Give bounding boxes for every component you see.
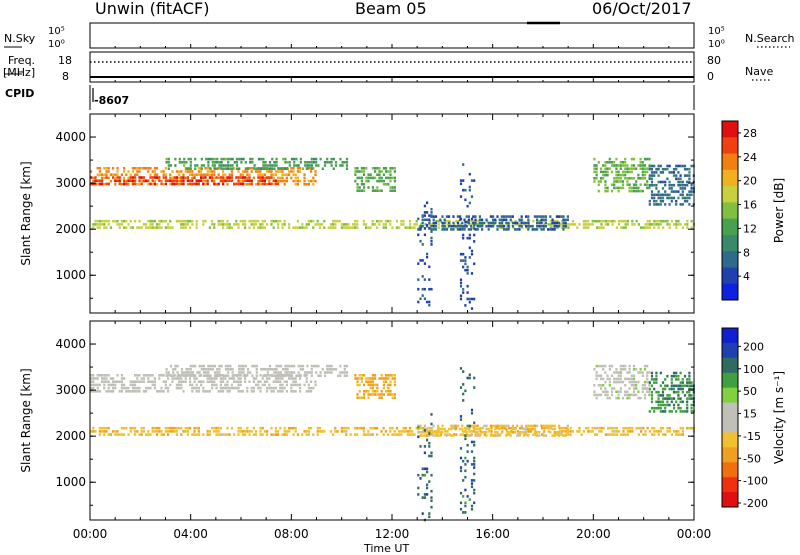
y-tick-label: 1000	[55, 475, 86, 489]
data-band-4	[354, 167, 396, 192]
colorbar-tick-label: 28	[743, 127, 757, 140]
data-band-1	[90, 176, 280, 186]
colorbar-1: 200 100 50 15 -15 -50 -100 -200 Velocity [m s⁻¹]	[721, 327, 786, 510]
colorbar-tick-label: 20	[743, 175, 757, 188]
y-axis-label: Slant Range [km]	[19, 368, 33, 472]
nsearch-tick-low: 10⁰	[708, 39, 725, 50]
colorbar-tick-label: -200	[743, 497, 768, 510]
colorbar-tick-label: -100	[743, 475, 768, 488]
velocity-panel: 4000 3000 2000 1000 Slant Range [km] 200 100 50…	[19, 320, 786, 522]
colorbar-tick-label: 8	[743, 246, 750, 259]
colorbar-tick-label: 15	[743, 408, 757, 421]
y-tick-label: 4000	[55, 337, 86, 351]
nave-tick-low: 0	[707, 70, 714, 83]
freq-tick-low: 8	[62, 70, 69, 83]
data-band-9	[459, 163, 476, 310]
data-band-3	[354, 374, 396, 399]
data-band-6	[593, 157, 651, 193]
freq-tick-high: 18	[58, 54, 72, 67]
nsearch-label: N.Search	[745, 32, 795, 45]
colorbar-label: Power [dB]	[772, 178, 786, 243]
data-band-0	[90, 374, 317, 393]
data-band-5	[593, 364, 651, 400]
data-band-1	[165, 364, 349, 377]
nsearch-tick-high: 10⁵	[708, 26, 725, 37]
freq-unit: [MHz]	[3, 66, 36, 79]
data-band-4	[417, 424, 569, 437]
colorbar-tick-label: 50	[743, 385, 757, 398]
x-tick-label: 08:00	[274, 527, 309, 541]
colorbar-label: Velocity [m s⁻¹]	[772, 371, 786, 464]
data-band-3	[92, 219, 695, 229]
nave-label: Nave	[745, 65, 774, 78]
cpid-value: -8607	[94, 94, 130, 107]
freq-label: Freq.	[8, 54, 36, 67]
station-title: Unwin (fitACF)	[95, 0, 210, 18]
x-tick-label: 00:00	[677, 527, 712, 541]
colorbar-tick-label: 12	[743, 222, 757, 235]
beam-title: Beam 05	[355, 0, 427, 18]
colorbar-tick-label: 24	[743, 151, 757, 164]
cpid-label: CPID	[5, 87, 35, 100]
data-band-7	[648, 164, 695, 206]
y-tick-label: 1000	[55, 268, 86, 282]
date-title: 06/Oct/2017	[592, 0, 692, 18]
y-tick-label: 3000	[55, 383, 86, 397]
x-tick-label: 04:00	[173, 527, 208, 541]
colorbar-tick-label: 16	[743, 199, 757, 212]
colorbar-tick-label: 100	[743, 363, 764, 376]
time-axis: 00:00 04:00 08:00 12:00 16:00 20:00 00:00	[73, 44, 712, 541]
data-band-6	[648, 371, 695, 413]
y-tick-label: 2000	[55, 429, 86, 443]
x-tick-label: 20:00	[576, 527, 611, 541]
data-band-8	[459, 367, 476, 514]
colorbar-0: 28 24 20 16 12 8 4 Power [dB]	[721, 120, 786, 301]
y-tick-label: 4000	[55, 130, 86, 144]
data-band-2	[165, 157, 349, 170]
colorbar-tick-label: 200	[743, 340, 764, 353]
cpid-panel	[89, 85, 695, 110]
nsky-tick-high: 10⁵	[48, 26, 65, 37]
nsky-tick-low: 10⁰	[48, 39, 65, 50]
colorbar-tick-label: -50	[743, 452, 761, 465]
y-axis-label: Slant Range [km]	[19, 161, 33, 265]
x-tick-label: 12:00	[375, 527, 410, 541]
x-tick-label: 16:00	[475, 527, 510, 541]
colorbar-tick-label: 4	[743, 270, 750, 283]
nsky-label: N.Sky	[4, 32, 36, 45]
colorbar-tick-label: -15	[743, 430, 761, 443]
y-tick-label: 3000	[55, 176, 86, 190]
data-band-8	[417, 201, 433, 307]
freq-nave-panel	[4, 51, 770, 83]
nsky-panel	[4, 21, 790, 49]
nave-tick-high: 80	[707, 54, 721, 67]
data-band-7	[417, 413, 433, 522]
y-tick-label: 2000	[55, 222, 86, 236]
x-axis-label: Time UT	[364, 542, 410, 555]
power-panel: 4000 3000 2000 1000 Slant Range [km] 28 24 20 16…	[19, 113, 786, 314]
x-tick-label: 00:00	[73, 527, 108, 541]
